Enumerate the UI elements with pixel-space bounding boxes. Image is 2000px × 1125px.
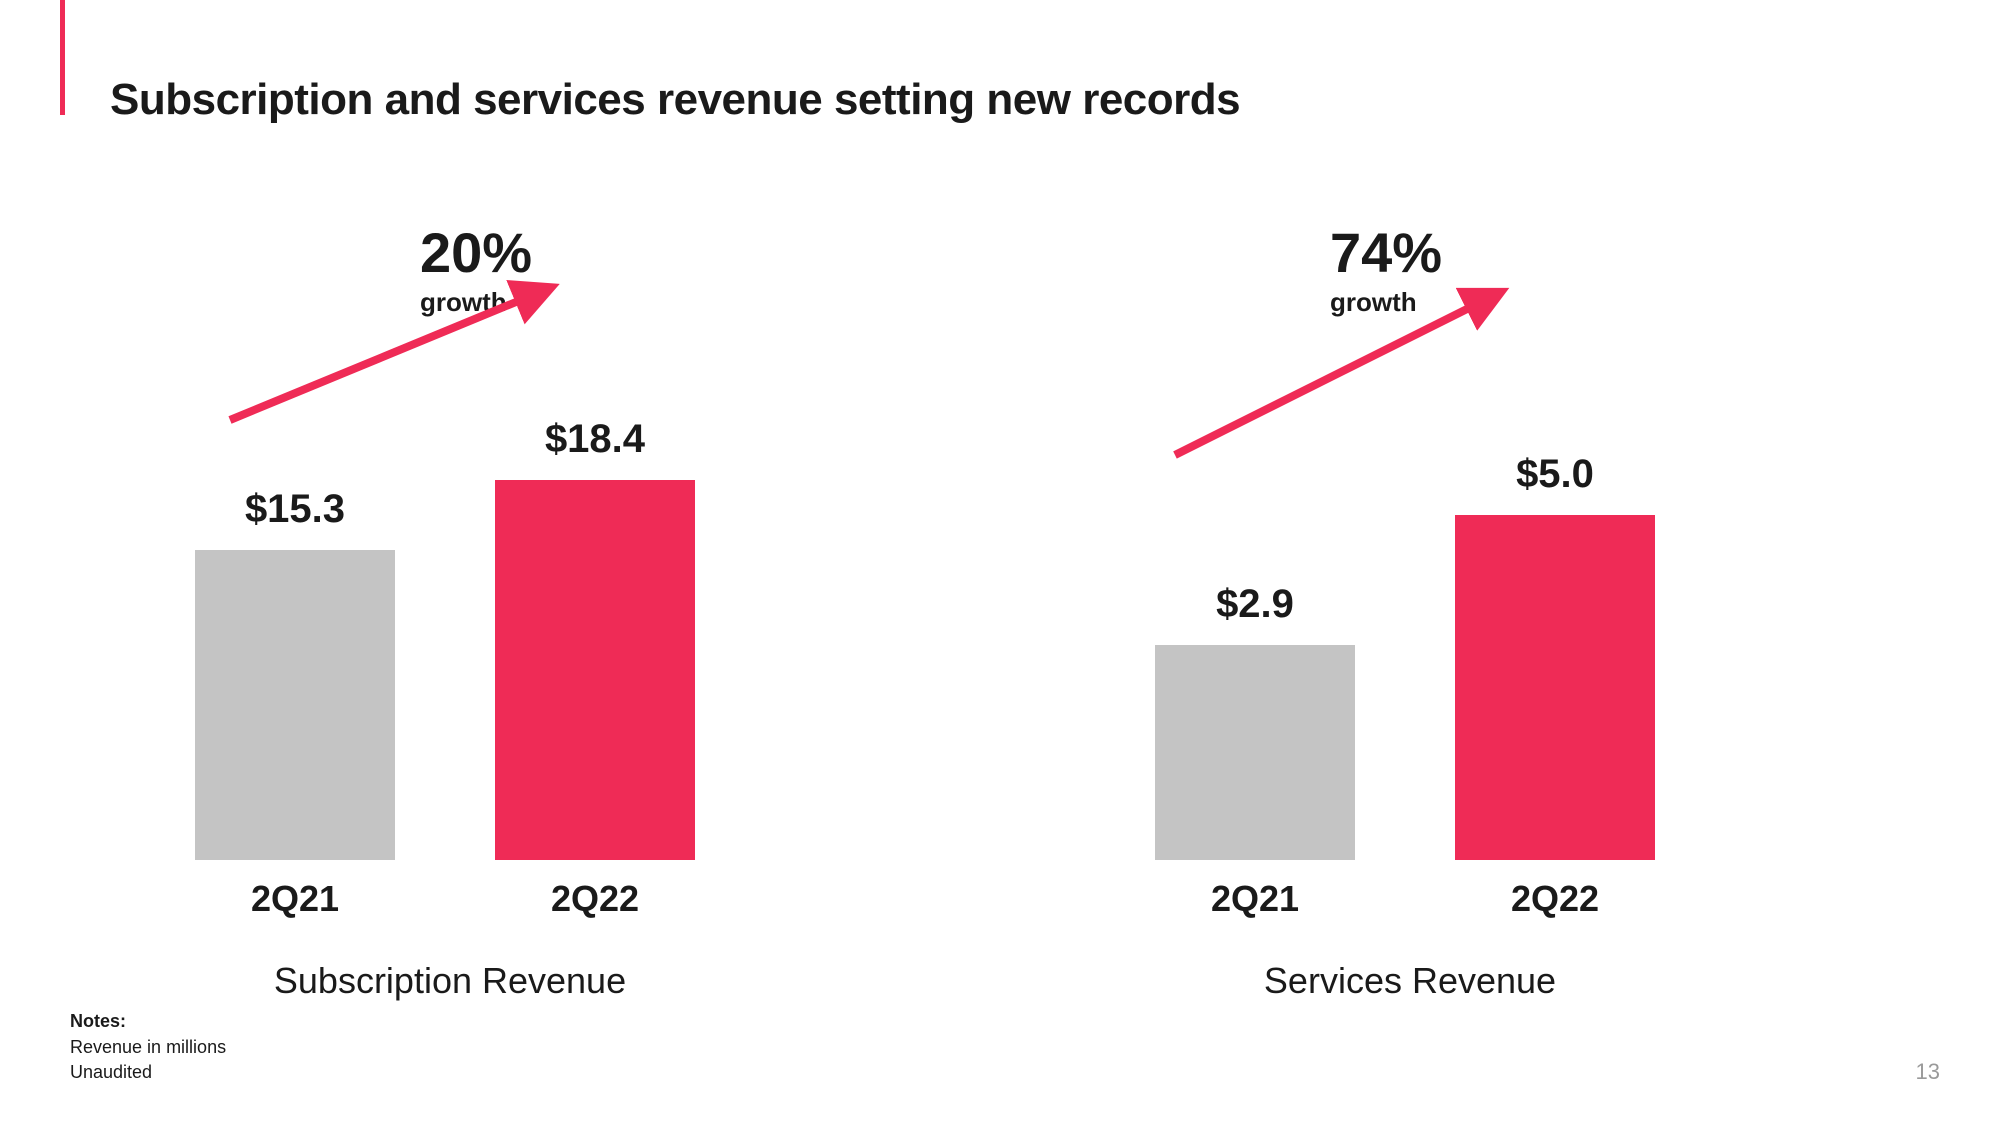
chart-title: Subscription Revenue [0,960,950,1002]
bar-group-curr: $5.0 2Q22 [1455,452,1655,920]
bar-rect [1455,515,1655,860]
bar-area: $2.9 2Q21 $5.0 2Q22 [1000,220,2000,920]
bar-group-prev: $15.3 2Q21 [195,487,395,920]
bar-group-curr: $18.4 2Q22 [495,417,695,920]
subscription-revenue-chart: 20% growth $15.3 2Q21 $18.4 2Q22 Subs [0,220,1000,920]
notes-line: Unaudited [70,1060,226,1085]
bar-value: $18.4 [495,417,695,462]
bar-rect [195,550,395,860]
bar-group-prev: $2.9 2Q21 [1155,582,1355,920]
bar-label: 2Q22 [495,878,695,920]
bar-rect [495,480,695,860]
page-title: Subscription and services revenue settin… [110,75,1240,125]
bar-area: $15.3 2Q21 $18.4 2Q22 [0,220,1000,920]
notes-heading: Notes: [70,1009,226,1034]
accent-bar [60,0,65,115]
bar-label: 2Q22 [1455,878,1655,920]
page-number: 13 [1916,1059,1940,1085]
services-revenue-chart: 74% growth $2.9 2Q21 $5.0 2Q22 Servic [1000,220,2000,920]
bar-rect [1155,645,1355,860]
footnotes: Notes: Revenue in millions Unaudited [70,1009,226,1085]
bar-value: $2.9 [1155,582,1355,627]
chart-title: Services Revenue [910,960,1910,1002]
charts-container: 20% growth $15.3 2Q21 $18.4 2Q22 Subs [0,220,2000,920]
notes-line: Revenue in millions [70,1035,226,1060]
bar-value: $15.3 [195,487,395,532]
bar-value: $5.0 [1455,452,1655,497]
bar-label: 2Q21 [1155,878,1355,920]
bar-label: 2Q21 [195,878,395,920]
